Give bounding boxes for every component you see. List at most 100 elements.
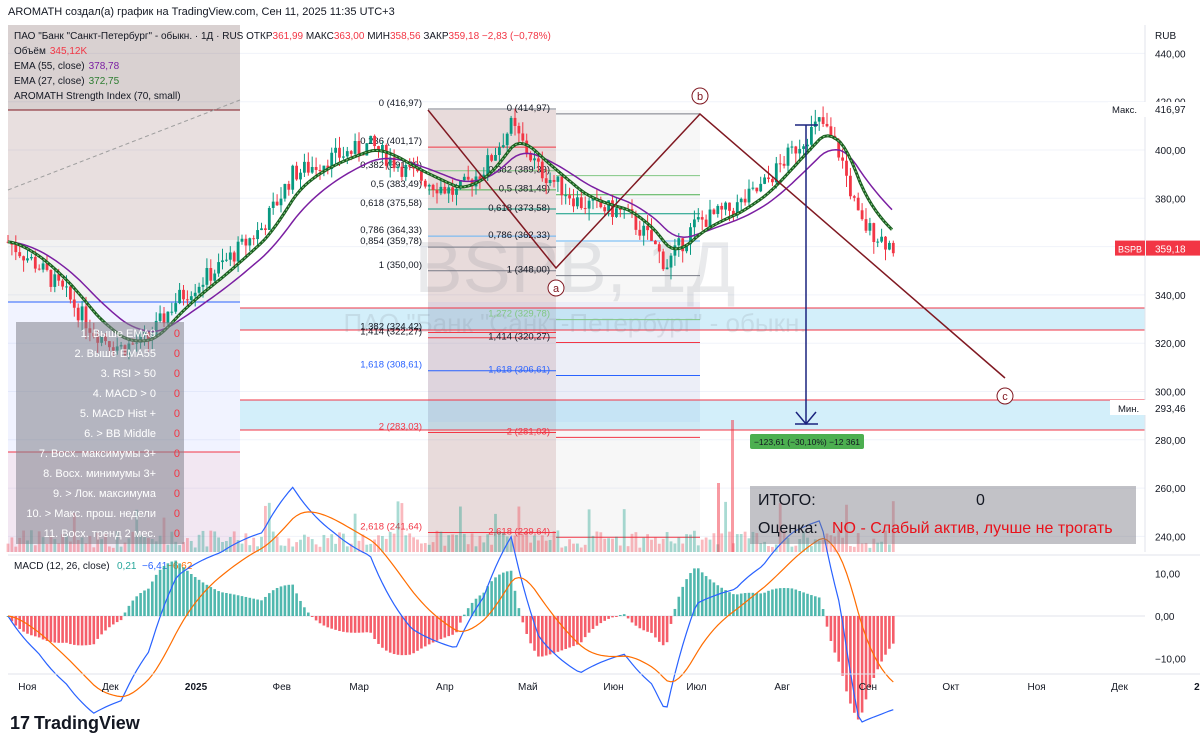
- macd-histogram-bar: [689, 573, 692, 616]
- volume-bar: [790, 546, 794, 552]
- macd-histogram-bar: [817, 597, 821, 616]
- macd-histogram-bar: [669, 616, 673, 624]
- candle-body: [57, 274, 61, 281]
- macd-histogram-bar: [45, 616, 49, 641]
- candle-body: [732, 210, 735, 216]
- macd-histogram-bar: [529, 616, 532, 644]
- candle-body: [618, 208, 622, 210]
- macd-histogram-bar: [622, 614, 626, 616]
- volume-bar: [369, 543, 373, 552]
- macd-histogram-bar: [135, 596, 138, 616]
- candle-body: [537, 158, 540, 162]
- volume-bar: [14, 546, 18, 552]
- volume-bar: [275, 536, 279, 552]
- macd-histogram-bar: [154, 574, 158, 616]
- volume-bar: [817, 540, 821, 552]
- macd-histogram-bar: [654, 616, 657, 638]
- macd-histogram-bar: [14, 616, 18, 626]
- volume-bar: [150, 538, 154, 552]
- macd-histogram-bar: [595, 616, 599, 626]
- macd-histogram-bar: [494, 577, 497, 616]
- macd-histogram-bar: [455, 616, 458, 633]
- time-tick-label: Дек: [102, 682, 119, 693]
- time-tick-label: Ноя: [18, 682, 36, 693]
- ema55-legend[interactable]: EMA (55, close) 378,78: [14, 61, 120, 72]
- fib-level-label: 1,382 (324,42): [360, 322, 422, 333]
- volume-bar: [84, 543, 88, 552]
- macd-histogram-bar: [736, 594, 739, 616]
- volume-bar: [657, 543, 661, 552]
- candle-body: [720, 205, 724, 210]
- macd-histogram-bar: [439, 616, 443, 640]
- volume-bar: [213, 531, 217, 552]
- macd-histogram-bar: [630, 616, 634, 623]
- candle-body: [572, 198, 575, 207]
- volume-bar: [248, 545, 252, 552]
- price-axis: RUB440,00420,00400,00380,00360,00340,003…: [1108, 25, 1200, 552]
- time-axis: Ноя Дек 2025 Фев Мар Апр Май Июн Июл Авг Сен Окт Ноя…: [8, 673, 1200, 693]
- candle-body: [330, 152, 334, 169]
- strength-index-legend[interactable]: AROMATH Strength Index (70, small): [14, 91, 181, 102]
- volume-bar: [841, 537, 844, 552]
- ema27-legend[interactable]: EMA (27, close) 372,75: [14, 76, 120, 87]
- volume-bar: [221, 541, 224, 552]
- macd-histogram-bar: [112, 616, 115, 625]
- candle-body: [221, 260, 224, 263]
- macd-histogram-bar: [303, 607, 306, 616]
- candle-body: [603, 207, 607, 212]
- macd-histogram-bar: [860, 616, 864, 713]
- volume-bar: [739, 534, 743, 552]
- candle-body: [544, 178, 548, 184]
- volume-bar: [669, 541, 673, 552]
- macd-histogram-bar: [673, 608, 677, 616]
- candle-body: [615, 208, 618, 217]
- macd-histogram-bar: [330, 616, 333, 629]
- volume-bar: [700, 539, 704, 552]
- strength-criterion-value: 0: [173, 348, 180, 360]
- tradingview-mark-icon: 17: [10, 713, 31, 733]
- volume-bar: [474, 546, 478, 552]
- candle-body: [552, 179, 556, 182]
- volume-bar: [560, 547, 564, 552]
- macd-histogram-bar: [732, 594, 735, 616]
- volume-bar: [373, 539, 376, 552]
- strength-criterion-label: 5. MACD Hist +: [79, 408, 156, 420]
- candle-body: [205, 268, 209, 285]
- price-tick-label: 260,00: [1155, 484, 1186, 495]
- candle-body: [849, 175, 852, 197]
- candle-body: [579, 197, 583, 209]
- candle-body: [560, 176, 564, 196]
- volume-legend[interactable]: Объём 345,12K: [14, 46, 88, 57]
- volume-bar: [443, 545, 447, 552]
- candle-body: [264, 228, 267, 230]
- volume-bar: [891, 501, 895, 552]
- strength-criterion-row: 2. Выше EMA55 0: [16, 344, 184, 364]
- candle-body: [174, 303, 178, 312]
- candle-body: [525, 140, 529, 154]
- currency-label: RUB: [1155, 31, 1176, 42]
- macd-histogram-bar: [888, 616, 891, 649]
- candle-body: [388, 157, 392, 166]
- macd-histogram-bar: [22, 616, 25, 632]
- volume-bar: [342, 533, 345, 552]
- time-tick-label: Ноя: [1027, 682, 1045, 693]
- macd-histogram-bar: [505, 571, 509, 616]
- candle-body: [384, 145, 388, 166]
- macd-histogram-bar: [482, 592, 486, 616]
- macd-histogram-bar: [221, 592, 224, 616]
- volume-bar: [860, 543, 864, 552]
- price-tick-label: 240,00: [1155, 532, 1186, 543]
- time-tick-label: 2026: [1194, 682, 1200, 693]
- candle-body: [201, 284, 205, 287]
- candle-body: [517, 125, 521, 134]
- macd-histogram-bar: [790, 588, 794, 616]
- macd-histogram-bar: [607, 616, 610, 619]
- shade-region: [8, 25, 240, 110]
- volume-bar: [661, 538, 665, 552]
- macd-histogram-bar: [533, 616, 536, 651]
- strength-criterion-value: 0: [173, 508, 180, 520]
- macd-histogram-bar: [435, 616, 439, 641]
- tradingview-logo[interactable]: 17 TradingView: [10, 713, 140, 734]
- volume-bar: [747, 538, 751, 552]
- macd-histogram-bar: [466, 608, 470, 616]
